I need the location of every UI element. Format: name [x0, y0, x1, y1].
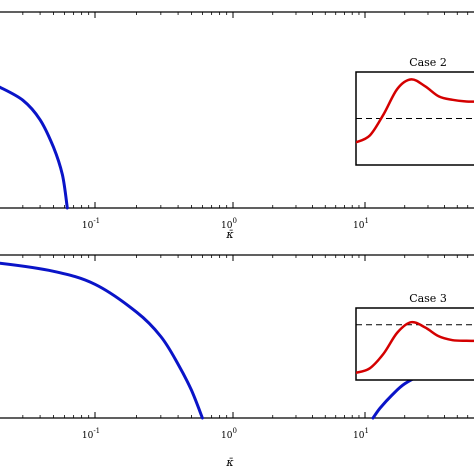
- x-axis-label: κ̄: [225, 456, 234, 469]
- x-tick-label: 101: [353, 427, 369, 441]
- x-tick-label: 100: [221, 217, 237, 231]
- x-axis-label: κ̄: [225, 228, 234, 241]
- series-line: [0, 85, 69, 210]
- x-tick-label: 10-1: [82, 217, 100, 231]
- top-panel: 10-1 100 101 κ̄ Case 2: [0, 11, 474, 241]
- series-line: [0, 261, 204, 420]
- inset-title: Case 3: [409, 292, 447, 305]
- bottom-panel: 10-1 100 101 κ̄ Case 3: [0, 254, 474, 469]
- inset-series-line: [356, 78, 474, 144]
- inset-frame: [355, 307, 474, 381]
- x-tick-label: 100: [221, 427, 237, 441]
- inset-frame: [355, 71, 474, 166]
- inset-series-line: [356, 320, 474, 375]
- x-tick-label: 101: [353, 217, 369, 231]
- inset-title: Case 2: [409, 56, 447, 69]
- x-tick-label: 10-1: [82, 427, 100, 441]
